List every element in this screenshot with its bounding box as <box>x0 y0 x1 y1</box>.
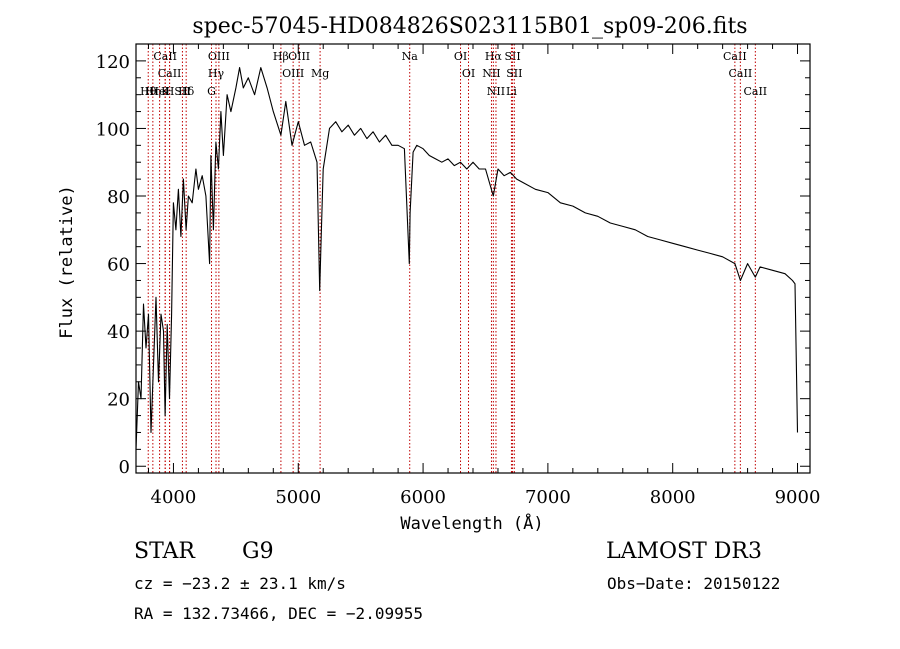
object-subclass: G9 <box>242 539 274 564</box>
y-tick-label: 0 <box>119 457 130 478</box>
spectral-line-label: HeI <box>149 85 169 98</box>
spectral-line-label: OIII <box>208 50 230 63</box>
spectral-line-label: H <box>165 85 175 98</box>
spectral-line-label: CaII <box>743 85 767 98</box>
spectral-line-label: Hη <box>145 85 161 98</box>
x-tick-label: 8000 <box>650 487 696 508</box>
spectral-line-label: CaII <box>153 50 177 63</box>
spectral-line-label: Mg <box>311 67 329 80</box>
spectral-line-label: CaII <box>729 67 753 80</box>
spectral-line-label: OI <box>462 67 475 80</box>
spectral-line-label: Hδ <box>178 85 195 98</box>
x-tick-label: 5000 <box>275 487 321 508</box>
spectral-line-label: OIII <box>282 67 304 80</box>
redshift-velocity: cz = −23.2 ± 23.1 km/s <box>134 574 346 593</box>
x-tick-label: 6000 <box>400 487 446 508</box>
y-tick-label: 80 <box>107 187 130 208</box>
y-tick-label: 60 <box>107 255 130 276</box>
y-tick-label: 100 <box>96 119 130 140</box>
axis-tick-layer: 4000 5000 6000 7000 8000 9000 0 20 40 60 80 100 120 <box>96 44 821 508</box>
spectral-line-label: Hθ <box>140 85 157 98</box>
y-axis-label: Flux (relative) <box>57 185 77 339</box>
spectral-line-label: SII <box>174 85 190 98</box>
spectral-line-label: Hγ <box>208 67 225 80</box>
spectral-line-label: SII <box>504 50 520 63</box>
spectrum-series-line <box>135 67 799 450</box>
y-tick-label: 40 <box>107 322 130 343</box>
spectral-line-label: G <box>207 85 216 98</box>
x-tick-label: 7000 <box>525 487 571 508</box>
y-tick-label: 20 <box>107 390 130 411</box>
spectral-line-label: SII <box>506 67 522 80</box>
spectral-line-label: OI <box>454 50 467 63</box>
spectral-line-label: OIII <box>288 50 310 63</box>
y-tick-label: 120 <box>96 52 130 73</box>
spectral-line-label: Hβ <box>273 50 289 63</box>
ra-dec-coordinates: RA = 132.73466, DEC = −2.09955 <box>134 604 423 623</box>
plot-frame <box>135 43 811 474</box>
spectral-line-label: NII <box>487 85 505 98</box>
observation-date: Obs−Date: 20150122 <box>607 574 781 593</box>
x-tick-label: 4000 <box>151 487 197 508</box>
object-class: STAR <box>134 539 195 564</box>
spectral-line-label: CaII <box>723 50 747 63</box>
chart-title: spec-57045-HD084826S023115B01_sp09-206.f… <box>192 14 747 39</box>
spectral-line-label: NII <box>482 67 500 80</box>
spectral-line-label: Na <box>402 50 419 63</box>
x-tick-label: 9000 <box>775 487 821 508</box>
x-axis-label: Wavelength (Å) <box>400 512 543 534</box>
spectral-line-label: Li <box>506 85 517 98</box>
survey-release: LAMOST DR3 <box>606 539 762 564</box>
spectral-line-label: K <box>161 85 170 98</box>
spectral-line-label: Hα <box>485 50 503 63</box>
